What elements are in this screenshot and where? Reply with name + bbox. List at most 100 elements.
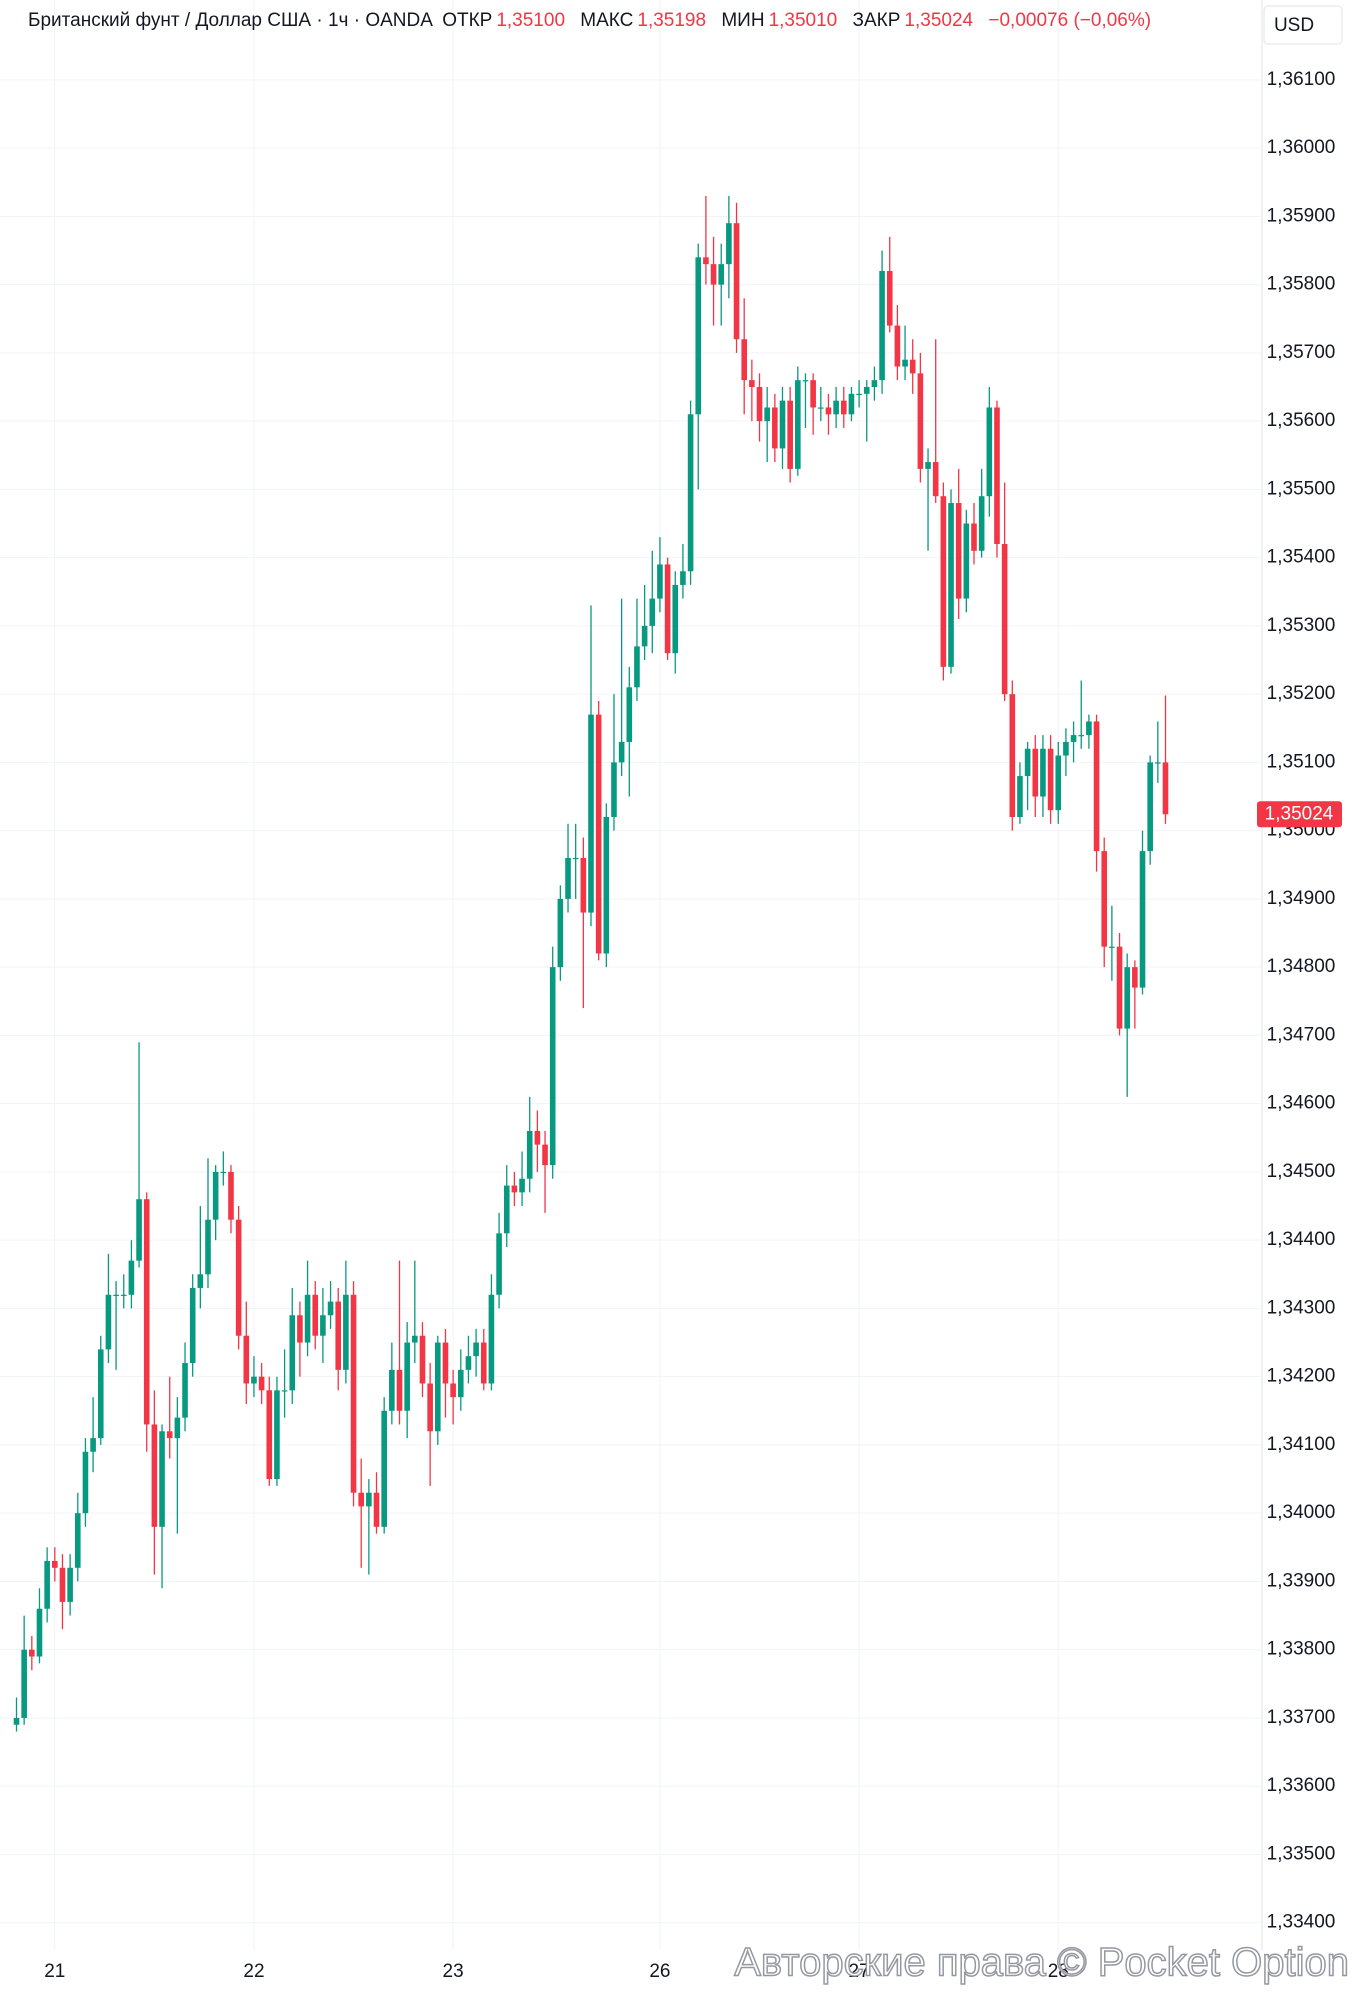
candle-body [243, 1335, 250, 1384]
candle-body [718, 264, 725, 285]
candle-body [1132, 967, 1138, 988]
candle-body [902, 359, 908, 367]
candle-body [105, 1294, 112, 1350]
candle-body [795, 380, 801, 469]
candle-body [289, 1315, 296, 1391]
candle-body [978, 496, 985, 551]
candle-body [473, 1342, 479, 1357]
high-value: 1,35198 [637, 10, 707, 31]
candle-body [840, 400, 847, 415]
candle-body [1001, 543, 1008, 695]
candle-body [21, 1649, 27, 1718]
candle-body [894, 325, 901, 367]
candle-body [13, 1717, 20, 1725]
candle-body [549, 967, 556, 1166]
y-tick-label: 1,34700 [1267, 1024, 1336, 1045]
candle-body [680, 571, 686, 585]
candle-body [327, 1301, 334, 1316]
candle-body [488, 1294, 495, 1384]
candle-body [618, 741, 625, 763]
candle-body [450, 1383, 456, 1398]
candle-body [848, 393, 855, 415]
candle-body [634, 646, 640, 688]
high-label: МАКС [580, 10, 634, 31]
y-tick-label: 1,35700 [1267, 342, 1336, 363]
candle-body [1017, 776, 1023, 817]
currency[interactable]: USD [1274, 15, 1314, 36]
y-tick-label: 1,34800 [1267, 956, 1336, 977]
candle-body [741, 339, 747, 381]
candle-body [212, 1171, 219, 1220]
candle-body [1024, 748, 1031, 777]
candle-body [1109, 946, 1115, 948]
candle-body [917, 373, 924, 469]
x-tick-label: 26 [649, 1961, 670, 1982]
currency-box[interactable] [1263, 5, 1343, 45]
y-tick-label: 1,34500 [1267, 1161, 1336, 1182]
candle-body [297, 1315, 303, 1343]
candle-body [350, 1294, 357, 1493]
candle-body [603, 816, 610, 954]
y-tick-label: 1,35400 [1267, 547, 1336, 568]
y-tick-label: 1,33400 [1267, 1912, 1336, 1933]
candle-body [52, 1560, 58, 1568]
candle-body [189, 1287, 196, 1364]
candle-body [963, 523, 970, 599]
candle-body [695, 257, 702, 415]
candle-body [664, 564, 671, 654]
x-tick-label: 27 [849, 1961, 870, 1982]
candle-body [1047, 748, 1054, 811]
candle-body [657, 564, 663, 599]
candle-body [427, 1383, 433, 1432]
candle-body [389, 1369, 395, 1411]
candle-body [994, 407, 1000, 544]
y-tick-label: 1,36100 [1267, 69, 1336, 90]
y-tick-label: 1,33600 [1267, 1775, 1336, 1796]
candle-body [810, 380, 816, 408]
candle-body [396, 1369, 403, 1411]
candle-body [82, 1451, 89, 1514]
candle-body [457, 1369, 464, 1398]
candle-body [833, 400, 839, 415]
candle-body [274, 1390, 280, 1480]
x-tick-label: 22 [243, 1961, 264, 1982]
candle-body [565, 857, 571, 899]
candle-body [772, 407, 778, 449]
y-tick-label: 1,35900 [1267, 205, 1336, 226]
candle-body [220, 1171, 227, 1174]
candle-body [480, 1342, 487, 1384]
candle-body [932, 462, 939, 497]
watermark: Авторские права © Pocket Option [734, 1941, 1349, 1985]
candle-body [258, 1376, 265, 1391]
y-tick-label: 1,34900 [1267, 888, 1336, 909]
candle-body [435, 1342, 441, 1432]
candle-body [74, 1513, 81, 1568]
candle-body [1147, 762, 1153, 852]
candle-body [1101, 851, 1108, 947]
candle-body [1070, 735, 1077, 742]
candle-body [1139, 851, 1146, 988]
y-tick-label: 1,34000 [1267, 1502, 1336, 1523]
candle-body [166, 1431, 173, 1439]
close-value: 1,35024 [904, 10, 974, 31]
candle-body [580, 857, 587, 913]
candle-body [940, 496, 947, 667]
candle-body [1009, 694, 1016, 817]
candle-body [404, 1342, 410, 1411]
candle-body [343, 1294, 349, 1370]
candle-body [1040, 748, 1046, 797]
candle-body [228, 1171, 234, 1220]
candle-body [373, 1492, 380, 1527]
y-tick-label: 1,34600 [1267, 1093, 1336, 1114]
x-tick-label: 28 [1048, 1961, 1069, 1982]
candle-body [281, 1390, 288, 1392]
candle-body [611, 762, 617, 817]
candle-body [358, 1492, 364, 1507]
last-price-label: 1,35024 [1265, 803, 1334, 824]
candle-body [503, 1185, 510, 1234]
candle-body [649, 598, 656, 626]
candle-body [143, 1199, 150, 1425]
y-tick-label: 1,36000 [1267, 137, 1336, 158]
y-tick-label: 1,35100 [1267, 751, 1336, 772]
